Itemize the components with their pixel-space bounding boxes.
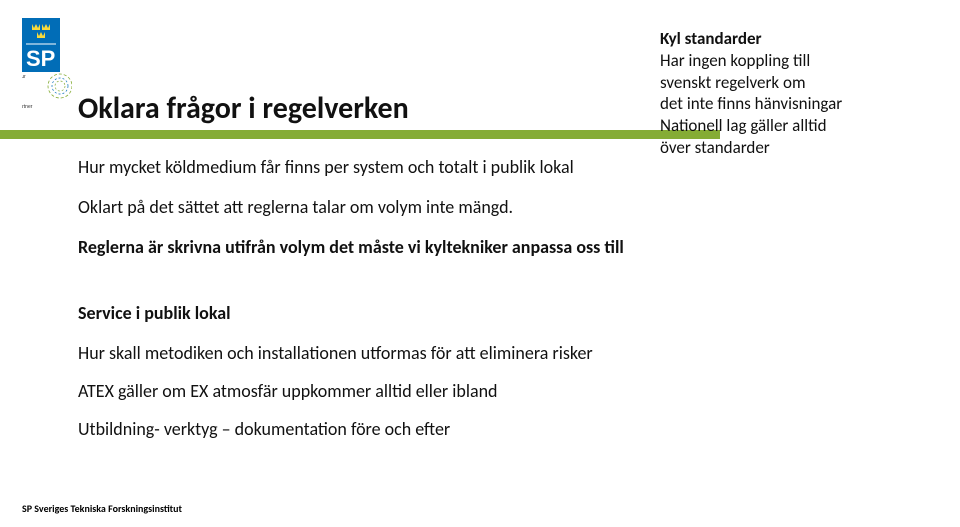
body-subline: ATEX gäller om EX atmosfär uppkommer all… [78,380,898,402]
side-note-line: det inte finns hänvisningar [660,93,960,115]
body-paragraph: Oklart på det sättet att reglerna talar … [78,196,898,218]
side-note: Kyl standarder Har ingen koppling till s… [660,28,960,159]
body-paragraph-bold: Reglerna är skrivna utifrån volym det må… [78,236,898,258]
sp-logo: SP your Partner [22,18,72,115]
svg-text:SP: SP [26,46,55,71]
svg-text:your: your [22,74,26,80]
title-underline [0,130,720,139]
side-note-header: Kyl standarder [660,28,960,50]
svg-text:Partner: Partner [22,104,33,110]
footer-text: SP Sveriges Tekniska Forskningsinstitut [22,502,182,515]
body-subline: Hur skall metodiken och installationen u… [78,342,898,364]
body-subline: Utbildning- verktyg – dokumentation före… [78,418,898,440]
side-note-line: svenskt regelverk om [660,72,960,94]
section-heading: Service i publik lokal [78,302,898,324]
side-note-line: Har ingen koppling till [660,50,960,72]
side-note-line: Nationell lag gäller alltid [660,115,960,137]
slide-title: Oklara frågor i regelverken [78,90,409,127]
body-paragraph: Hur mycket köldmedium får finns per syst… [78,156,898,178]
